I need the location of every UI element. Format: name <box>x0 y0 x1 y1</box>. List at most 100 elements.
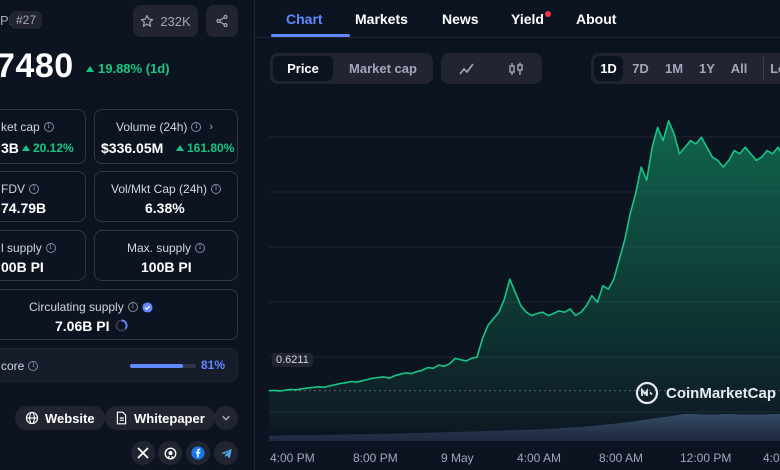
market-cap-label: ket cap <box>1 120 54 134</box>
time-range-toggle: 1D 7D 1M 1Y All Lo <box>591 53 780 84</box>
range-all[interactable]: All <box>730 61 748 76</box>
max-supply-label: Max. supply <box>127 241 206 255</box>
github-icon <box>164 447 176 459</box>
profile-score-fill <box>130 364 184 368</box>
market-cap-change: 20.12% <box>22 141 74 155</box>
volume-card[interactable]: Volume (24h)› $336.05M 161.80% <box>94 109 238 164</box>
x-social-button[interactable] <box>131 441 155 465</box>
circulating-supply-card: Circulating supply 7.06B PI <box>0 289 238 340</box>
telegram-social-button[interactable] <box>214 441 238 465</box>
rank-badge: #27 <box>10 11 43 29</box>
share-icon <box>216 14 228 28</box>
range-log[interactable]: Lo <box>770 61 780 76</box>
tab-bar: Chart Markets News Yield About <box>255 0 780 38</box>
total-supply-card: l supply 00B PI <box>0 230 86 281</box>
coin-price: 7480 <box>0 47 74 85</box>
info-icon[interactable] <box>45 242 56 253</box>
volume-label: Volume (24h)› <box>116 120 213 134</box>
circulating-supply-label: Circulating supply <box>29 300 153 314</box>
notification-dot <box>545 11 551 17</box>
coinmarketcap-logo-icon <box>635 381 659 405</box>
coinmarketcap-watermark: CoinMarketCap <box>635 381 776 405</box>
chart-type-toggle: Price Market cap <box>270 53 433 84</box>
price-area-fill <box>269 120 780 431</box>
more-links-button[interactable] <box>214 406 238 430</box>
globe-icon <box>25 411 39 425</box>
profile-score-value: 81% <box>201 358 226 372</box>
fdv-label: FDV <box>1 182 39 196</box>
whitepaper-button[interactable]: Whitepaper <box>105 406 215 430</box>
profile-score-bar <box>130 364 196 368</box>
x-tick-label: 4:00 AM <box>517 451 562 465</box>
star-icon <box>141 14 154 27</box>
total-supply-value: 00B PI <box>1 259 44 275</box>
tab-about[interactable]: About <box>576 11 617 27</box>
up-arrow-icon <box>86 65 94 72</box>
x-tick-label: 9 May <box>441 451 474 465</box>
market-cap-value: 3B <box>1 140 19 156</box>
vol-mkt-cap-value: 6.38% <box>145 200 185 216</box>
info-icon[interactable] <box>195 242 206 253</box>
chevron-down-icon <box>222 415 230 421</box>
x-tick-label: 4:00 PM <box>270 451 315 465</box>
range-7d[interactable]: 7D <box>632 61 649 76</box>
line-chart-button[interactable] <box>444 56 490 81</box>
supply-progress-ring-icon <box>115 319 128 332</box>
price-line <box>269 120 780 392</box>
chart-style-toggle <box>441 53 542 84</box>
panel-divider <box>254 0 255 470</box>
range-1y[interactable]: 1Y <box>699 61 715 76</box>
info-icon[interactable] <box>211 183 222 194</box>
tab-yield[interactable]: Yield <box>511 11 544 27</box>
vol-mkt-cap-label: Vol/Mkt Cap (24h) <box>111 182 222 196</box>
range-1m[interactable]: 1M <box>664 61 684 76</box>
info-icon[interactable] <box>127 301 138 312</box>
price-change: 19.88% (1d) <box>86 61 170 76</box>
watchlist-count: 232K <box>160 13 191 29</box>
market-cap-card: ket cap 3B 20.12% <box>0 109 86 164</box>
info-icon[interactable] <box>28 360 39 371</box>
whitepaper-label: Whitepaper <box>134 410 205 426</box>
share-button[interactable] <box>206 5 238 37</box>
x-tick-label: 8:00 AM <box>599 451 644 465</box>
open-price-label: 0.6211 <box>272 353 313 367</box>
github-social-button[interactable] <box>158 441 182 465</box>
verified-icon <box>142 301 153 313</box>
x-tick-label: 4:0 <box>763 451 780 465</box>
price-chart[interactable] <box>269 101 780 441</box>
x-tick-label: 8:00 PM <box>353 451 398 465</box>
document-icon <box>116 411 127 425</box>
info-icon[interactable] <box>29 183 39 194</box>
price-option[interactable]: Price <box>273 56 333 81</box>
volume-change: 161.80% <box>176 141 234 155</box>
info-icon[interactable] <box>43 121 54 132</box>
tab-markets[interactable]: Markets <box>355 11 408 27</box>
max-supply-card: Max. supply 100B PI <box>94 230 238 281</box>
chart-panel: Chart Markets News Yield About Price Mar… <box>255 0 780 470</box>
tab-chart[interactable]: Chart <box>286 11 323 27</box>
candlestick-chart-button[interactable] <box>493 56 539 81</box>
price-change-value: 19.88% (1d) <box>98 61 170 76</box>
line-chart-icon <box>459 63 474 74</box>
up-arrow-icon <box>176 145 184 151</box>
website-label: Website <box>45 410 95 426</box>
facebook-social-button[interactable] <box>186 441 210 465</box>
chevron-right-icon: › <box>209 121 214 133</box>
tab-news[interactable]: News <box>442 11 479 27</box>
website-button[interactable]: Website <box>15 406 105 430</box>
x-tick-label: 12:00 PM <box>680 451 732 465</box>
facebook-icon <box>191 446 205 460</box>
x-icon <box>137 447 149 459</box>
max-supply-value: 100B PI <box>141 259 192 275</box>
market-cap-option[interactable]: Market cap <box>349 61 417 76</box>
fdv-card: FDV 74.79B <box>0 171 86 222</box>
coin-panel: PI #27 232K 7480 19.88% (1d) ket cap 3B … <box>0 0 254 470</box>
watermark-text: CoinMarketCap <box>666 384 777 402</box>
info-icon[interactable] <box>191 121 202 132</box>
coin-ticker: PI <box>0 13 13 28</box>
range-1d[interactable]: 1D <box>594 56 623 81</box>
watchlist-button[interactable]: 232K <box>133 5 198 37</box>
range-separator <box>763 57 764 80</box>
circulating-supply-value: 7.06B PI <box>55 318 110 334</box>
profile-score-label: core <box>1 359 39 373</box>
